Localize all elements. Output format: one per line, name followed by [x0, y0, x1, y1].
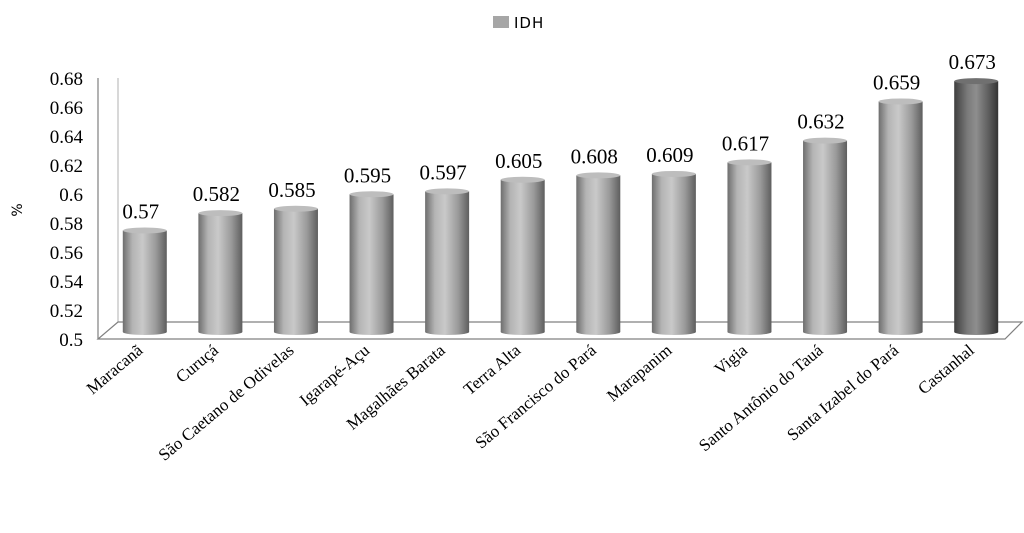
bar-top — [273, 205, 318, 212]
floor — [96, 321, 1024, 340]
bar — [273, 205, 318, 335]
bar-body — [954, 81, 999, 333]
bar-base — [576, 329, 621, 335]
y-axis-ticks: 0.5 0.52 0.54 0.56 0.58 0.6 0.62 0.64 0.66 0.68 — [50, 69, 84, 351]
bar-base — [500, 329, 545, 335]
data-label: 0.609 — [646, 143, 693, 167]
data-label: 0.608 — [571, 144, 618, 168]
bar-body — [727, 162, 772, 332]
category-label: Vigia — [711, 340, 752, 378]
y-tick-label: 0.5 — [59, 330, 83, 351]
data-label: 0.659 — [873, 70, 920, 94]
bar — [425, 188, 470, 335]
data-label: 0.632 — [797, 110, 844, 134]
legend: IDH — [493, 14, 544, 32]
bar — [576, 172, 621, 335]
y-tick-label: 0.68 — [50, 69, 83, 90]
bar-base — [425, 329, 470, 335]
bar — [954, 78, 999, 335]
bar-body — [878, 101, 923, 332]
y-tick-label: 0.66 — [50, 98, 83, 119]
bar — [198, 210, 243, 335]
y-axis-label: % — [10, 203, 26, 216]
bar-body — [651, 173, 696, 332]
bar-base — [954, 329, 999, 335]
bar — [122, 227, 167, 335]
data-label: 0.582 — [193, 182, 240, 206]
y-tick-label: 0.52 — [50, 301, 83, 322]
bar-body — [198, 213, 243, 332]
y-tick-label: 0.54 — [50, 272, 84, 293]
bar-top — [803, 137, 848, 144]
data-label: 0.617 — [722, 131, 769, 155]
bar — [500, 176, 545, 335]
bar-base — [878, 329, 923, 335]
category-label: Curuçá — [172, 340, 222, 386]
category-label: Santo Antônio do Tauá — [695, 340, 827, 455]
bar — [878, 98, 923, 335]
data-label: 0.595 — [344, 163, 391, 187]
bar — [651, 170, 696, 335]
bar-top — [425, 188, 470, 195]
bar-base — [651, 329, 696, 335]
category-label: São Caetano de Odivelas — [155, 341, 298, 465]
data-label: 0.673 — [949, 50, 996, 74]
bar-body — [425, 191, 470, 332]
bar — [803, 137, 848, 335]
bar-body — [122, 230, 167, 332]
category-label: Castanhal — [914, 340, 978, 398]
bar-top — [122, 227, 167, 234]
data-label: 0.585 — [268, 178, 315, 202]
bar-base — [803, 329, 848, 335]
bar-top — [727, 159, 772, 166]
data-label: 0.57 — [122, 200, 159, 224]
data-labels: 0.57 0.582 0.585 0.595 0.597 0.605 0.608 0.609 0… — [122, 50, 995, 223]
bar-base — [273, 329, 318, 335]
y-tick-label: 0.62 — [50, 156, 83, 177]
bar-base — [198, 329, 243, 335]
bar-base — [349, 329, 394, 335]
category-label: Igarapé-Açu — [296, 340, 374, 409]
bar-top — [349, 191, 394, 198]
bar-body — [500, 179, 545, 332]
y-tick-label: 0.6 — [59, 185, 83, 206]
plot-frame — [96, 78, 1024, 340]
data-label: 0.605 — [495, 149, 542, 173]
bar-body — [803, 140, 848, 332]
bar — [349, 191, 394, 335]
bar-top — [954, 78, 999, 85]
bar-base — [727, 329, 772, 335]
bars — [122, 78, 999, 335]
bar-body — [273, 208, 318, 332]
bar-top — [576, 172, 621, 179]
y-tick-label: 0.64 — [50, 127, 84, 148]
category-label: Maracanã — [83, 340, 147, 398]
bar-top — [651, 170, 696, 177]
y-tick-label: 0.58 — [50, 214, 83, 235]
legend-swatch — [493, 16, 509, 28]
bar-top — [198, 210, 243, 217]
category-label: Marapanim — [603, 341, 675, 406]
data-label: 0.597 — [420, 160, 467, 184]
bar-top — [878, 98, 923, 105]
legend-label: IDH — [514, 14, 544, 32]
y-tick-label: 0.56 — [50, 243, 83, 264]
bar-body — [349, 194, 394, 332]
bar-base — [122, 329, 167, 335]
bar — [727, 159, 772, 335]
bar-body — [576, 175, 621, 332]
bar-top — [500, 176, 545, 183]
category-label: Terra Alta — [460, 340, 525, 399]
